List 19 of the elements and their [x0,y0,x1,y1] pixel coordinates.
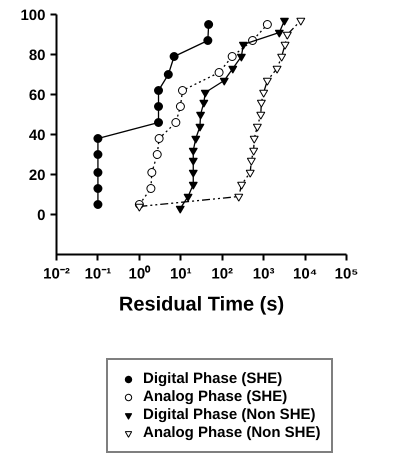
x-tick-label: 10⁴ [293,266,318,282]
y-tick-label: 40 [28,127,46,144]
legend-label: Analog Phase (Non SHE) [143,424,321,441]
legend-label: Digital Phase (SHE) [143,370,282,387]
y-tick-label: 0 [37,207,46,224]
x-tick-label: 10² [211,266,234,282]
y-tick-label: 100 [20,7,46,24]
legend-label: Analog Phase (SHE) [143,388,288,405]
x-tick-label: 10⁻¹ [84,266,112,282]
x-tick-label: 10⁰ [128,264,152,282]
x-tick-label: 10⁻² [43,266,70,282]
y-tick-label: 80 [28,47,46,64]
legend-label: Digital Phase (Non SHE) [143,406,316,423]
x-axis-title: Residual Time (s) [118,294,284,316]
x-tick-label: 10¹ [170,266,192,282]
y-tick-label: 20 [28,167,46,184]
x-tick-label: 10⁵ [334,266,358,282]
y-tick-label: 60 [28,87,46,104]
x-tick-label: 10³ [252,266,274,282]
